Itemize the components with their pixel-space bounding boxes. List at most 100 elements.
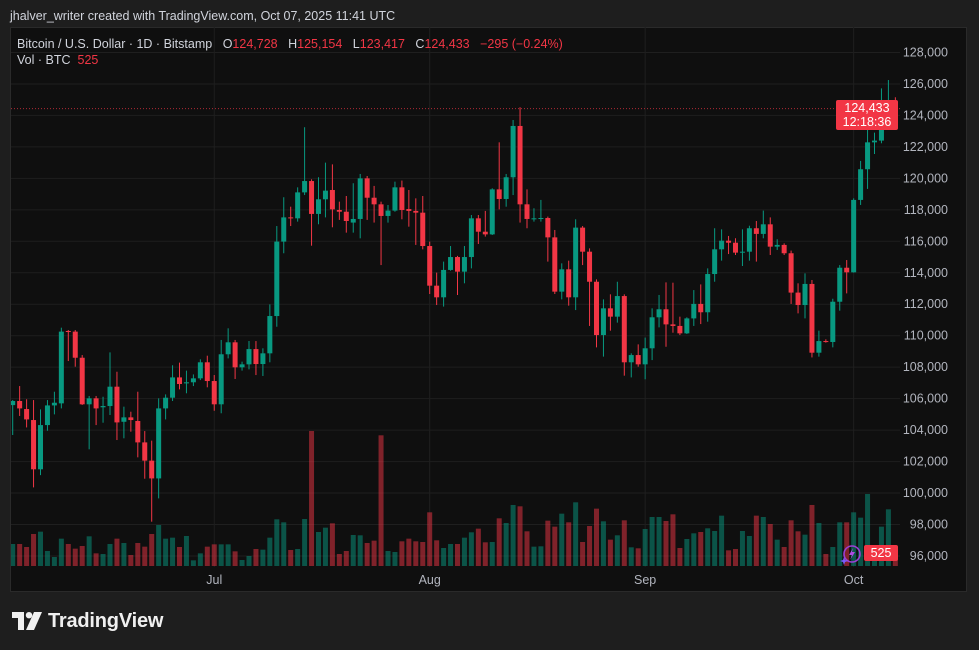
candle[interactable] xyxy=(656,294,662,328)
candle[interactable] xyxy=(545,216,551,262)
candle[interactable] xyxy=(239,361,245,371)
candle[interactable] xyxy=(705,268,711,322)
time-axis[interactable]: Jul Aug Sep Oct xyxy=(206,573,864,587)
candle[interactable] xyxy=(399,180,405,220)
candle[interactable] xyxy=(72,330,78,367)
candle[interactable] xyxy=(51,391,57,415)
candle[interactable] xyxy=(455,255,460,295)
candle[interactable] xyxy=(461,246,467,284)
candle[interactable] xyxy=(816,330,822,357)
candle[interactable] xyxy=(378,201,384,266)
candle[interactable] xyxy=(441,261,447,307)
candle[interactable] xyxy=(538,199,544,222)
candle[interactable] xyxy=(295,187,301,222)
candle[interactable] xyxy=(448,246,454,271)
candle[interactable] xyxy=(837,265,843,311)
candle[interactable] xyxy=(851,198,857,273)
candle[interactable] xyxy=(753,221,759,262)
candle[interactable] xyxy=(267,304,273,363)
candle[interactable] xyxy=(38,409,43,476)
candle[interactable] xyxy=(413,198,419,245)
volume-label[interactable]: Vol · BTC xyxy=(17,53,71,67)
candle[interactable] xyxy=(204,355,210,388)
candle[interactable] xyxy=(858,160,864,205)
candle[interactable] xyxy=(733,238,738,255)
candle[interactable] xyxy=(420,195,426,250)
candle[interactable] xyxy=(114,371,120,441)
candle[interactable] xyxy=(316,177,321,225)
candle[interactable] xyxy=(552,229,558,295)
candle[interactable] xyxy=(17,386,23,416)
candle[interactable] xyxy=(350,183,356,233)
candle[interactable] xyxy=(260,348,266,376)
candle[interactable] xyxy=(482,210,488,237)
assistant-lightning-icon[interactable] xyxy=(840,543,862,565)
candle[interactable] xyxy=(302,127,308,196)
candle[interactable] xyxy=(496,142,502,210)
candle[interactable] xyxy=(524,189,530,229)
candle[interactable] xyxy=(156,398,162,499)
candle[interactable] xyxy=(149,440,155,522)
candle[interactable] xyxy=(183,370,189,394)
candle[interactable] xyxy=(531,208,537,222)
candle[interactable] xyxy=(100,396,106,423)
candle[interactable] xyxy=(211,375,217,411)
candle[interactable] xyxy=(628,353,634,378)
candle[interactable] xyxy=(830,298,836,348)
candle[interactable] xyxy=(573,219,579,311)
candle[interactable] xyxy=(788,250,794,304)
candle[interactable] xyxy=(406,190,412,227)
candle[interactable] xyxy=(343,195,349,233)
symbol-title[interactable]: Bitcoin / U.S. Dollar · 1D · Bitstamp xyxy=(17,37,213,51)
candle[interactable] xyxy=(281,197,287,254)
candle[interactable] xyxy=(58,327,64,409)
candle[interactable] xyxy=(24,399,30,428)
candle[interactable] xyxy=(86,395,92,450)
candle[interactable] xyxy=(767,217,773,255)
candle[interactable] xyxy=(288,206,294,227)
candle[interactable] xyxy=(357,173,363,239)
candle[interactable] xyxy=(726,235,732,255)
candle[interactable] xyxy=(795,283,801,314)
candle[interactable] xyxy=(468,215,474,269)
candle[interactable] xyxy=(79,355,85,405)
candle[interactable] xyxy=(739,229,745,267)
candle[interactable] xyxy=(218,339,224,414)
candle[interactable] xyxy=(587,248,593,326)
candle[interactable] xyxy=(802,273,808,319)
candle[interactable] xyxy=(670,282,676,333)
candle[interactable] xyxy=(677,316,683,336)
candle[interactable] xyxy=(434,272,440,306)
candle[interactable] xyxy=(503,173,509,207)
candle[interactable] xyxy=(232,339,238,379)
candle[interactable] xyxy=(197,359,203,381)
tradingview-logo[interactable]: TradingView xyxy=(12,609,163,633)
candle[interactable] xyxy=(274,226,280,327)
candle[interactable] xyxy=(510,119,516,196)
chart-panel[interactable] xyxy=(10,27,967,592)
candle[interactable] xyxy=(10,400,16,435)
candle[interactable] xyxy=(121,406,127,439)
candle[interactable] xyxy=(170,365,176,402)
candle[interactable] xyxy=(225,328,231,359)
candle[interactable] xyxy=(65,330,71,362)
candle[interactable] xyxy=(823,339,829,343)
candle[interactable] xyxy=(663,282,669,347)
candle[interactable] xyxy=(190,374,196,387)
candle[interactable] xyxy=(475,215,481,244)
candle[interactable] xyxy=(781,243,787,255)
candle[interactable] xyxy=(371,185,377,223)
candle[interactable] xyxy=(489,188,495,236)
candle[interactable] xyxy=(336,201,342,220)
candle[interactable] xyxy=(614,281,620,323)
candle[interactable] xyxy=(566,260,572,306)
candle[interactable] xyxy=(128,411,134,432)
candle[interactable] xyxy=(427,241,433,295)
candle[interactable] xyxy=(392,181,398,212)
candle[interactable] xyxy=(698,284,704,325)
candle[interactable] xyxy=(580,226,586,266)
candle[interactable] xyxy=(364,176,370,220)
candle[interactable] xyxy=(684,317,690,334)
candle[interactable] xyxy=(177,362,182,390)
